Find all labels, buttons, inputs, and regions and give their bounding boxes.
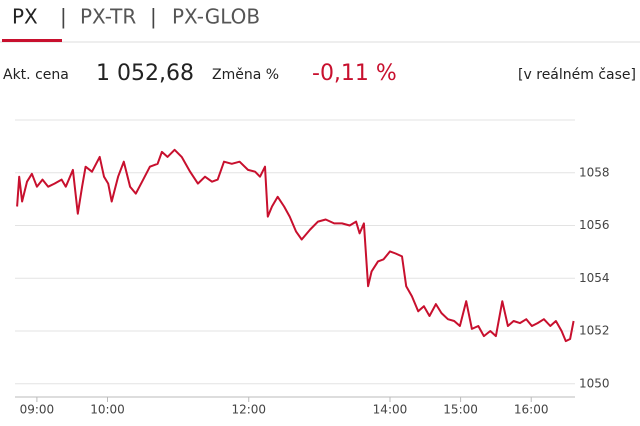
y-tick-label: 1054 (579, 271, 610, 285)
x-tick-label: 10:00 (90, 403, 125, 417)
tab[interactable]: PX (12, 5, 38, 29)
separator: | (60, 5, 67, 29)
tab[interactable]: PX-GLOB (172, 5, 260, 29)
price-label: Akt. cena (3, 67, 69, 83)
change: -0,11 % (312, 61, 397, 86)
realtime-note: [v reálném čase] (518, 67, 636, 83)
change-label: Změna % (212, 67, 279, 83)
x-tick-label: 12:00 (231, 403, 266, 417)
y-tick-label: 1056 (579, 218, 610, 232)
y-tick-label: 1050 (579, 376, 610, 390)
x-tick-label: 14:00 (373, 403, 408, 417)
active-tab-indicator (2, 39, 62, 42)
y-tick-label: 1052 (579, 324, 610, 338)
y-tick-label: 1058 (579, 165, 610, 179)
x-tick-label: 09:00 (20, 403, 55, 417)
x-tick-label: 15:00 (443, 403, 478, 417)
price-line (16, 148, 575, 343)
tab[interactable]: PX-TR (80, 5, 136, 29)
price: 1 052,68 (96, 61, 194, 86)
x-tick-label: 16:00 (514, 403, 549, 417)
separator: | (150, 5, 157, 29)
